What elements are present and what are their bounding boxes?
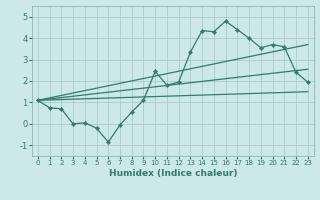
X-axis label: Humidex (Indice chaleur): Humidex (Indice chaleur) [108, 169, 237, 178]
